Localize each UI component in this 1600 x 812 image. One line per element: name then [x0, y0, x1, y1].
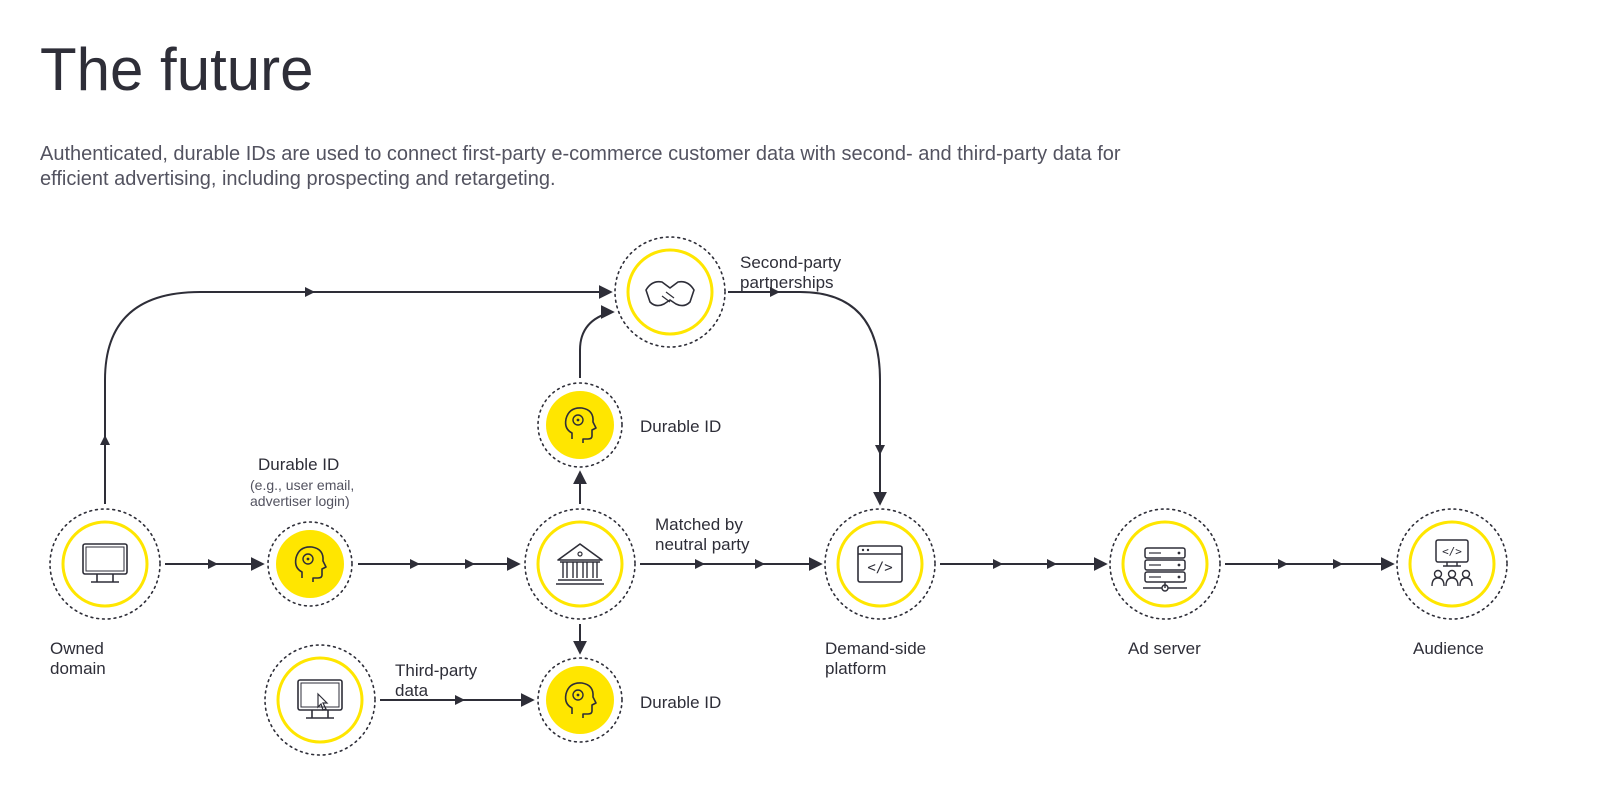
node-adserver	[1110, 509, 1220, 619]
node-durable1	[268, 522, 352, 606]
node-label-partnership: Second-party	[740, 253, 842, 272]
page-title: The future	[40, 36, 314, 103]
node-label-durable1: Durable ID	[258, 455, 339, 474]
node-label-adserver: Ad server	[1128, 639, 1201, 658]
node-label-dsp: Demand-side	[825, 639, 926, 658]
svg-text:</>: </>	[867, 560, 892, 576]
node-durable3	[538, 658, 622, 742]
labels-layer: Owneddomain Durable ID (e.g., user email,a…	[50, 253, 1484, 712]
diagram-canvas: The future Authenticated, durable IDs ar…	[0, 0, 1600, 812]
node-neutral	[525, 509, 635, 619]
page-subtitle-1: Authenticated, durable IDs are used to c…	[40, 143, 1121, 165]
node-label-durable2: Durable ID	[640, 417, 721, 436]
node-audience: </>	[1397, 509, 1507, 619]
page-subtitle-2: efficient advertising, including prospec…	[40, 168, 556, 190]
node-label-neutral: neutral party	[655, 535, 750, 554]
node-label-owned: Owned	[50, 639, 104, 658]
node-label-partnership: partnerships	[740, 273, 834, 292]
node-label-owned: domain	[50, 659, 106, 678]
node-label-neutral: Matched by	[655, 515, 743, 534]
node-sublabel-durable1: (e.g., user email,	[250, 477, 354, 493]
node-label-audience: Audience	[1413, 639, 1484, 658]
node-owned	[50, 509, 160, 619]
svg-text:</>: </>	[1442, 545, 1462, 558]
node-dsp: </>	[825, 509, 935, 619]
node-label-durable3: Durable ID	[640, 693, 721, 712]
node-label-dsp: platform	[825, 659, 886, 678]
node-durable2	[538, 383, 622, 467]
node-sublabel-durable1: advertiser login)	[250, 493, 350, 509]
node-label-thirdparty: Third-party	[395, 661, 478, 680]
node-thirdparty	[265, 645, 375, 755]
node-label-thirdparty: data	[395, 681, 429, 700]
node-partnership	[615, 237, 725, 347]
